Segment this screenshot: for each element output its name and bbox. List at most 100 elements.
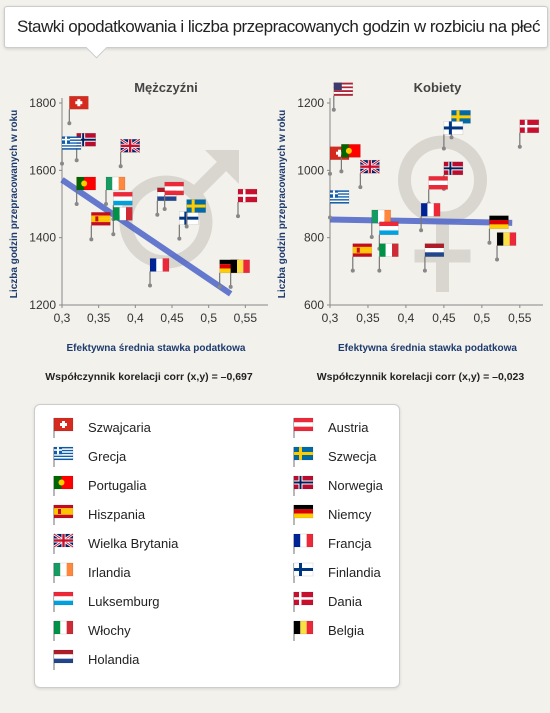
- x-tick-label: 0,5: [474, 311, 491, 325]
- legend-label: Luksemburg: [88, 593, 160, 609]
- chart-men: Mężczyźni 1200 1400 1600 1800 0,3 0,35 0,4 0,45 0…: [9, 80, 268, 383]
- trend-line: [60, 177, 233, 297]
- x-tick-label: 0,35: [356, 311, 380, 325]
- flag-marker-fr: [148, 258, 170, 288]
- flag-marker-dk: [236, 188, 258, 219]
- x-axis-label: Efektywna średnia stawka podatkowa: [338, 343, 517, 354]
- page-title: Stawki opodatkowania i liczba przepracow…: [17, 17, 540, 36]
- y-tick-label: 800: [304, 231, 324, 245]
- legend-label: Włochy: [88, 622, 131, 638]
- y-tick-label: 1800: [29, 96, 56, 110]
- flag-icon-be: [293, 620, 314, 641]
- title-callout: Stawki opodatkowania i liczba przepracow…: [4, 6, 548, 59]
- legend-label: Niemcy: [328, 506, 372, 522]
- legend-item-at: Austria: [291, 416, 368, 438]
- y-axis-label: Liczba godzin przepracowanych w roku: [9, 110, 20, 298]
- x-tick-label: 0,4: [127, 311, 144, 325]
- flag-marker-us: [331, 82, 354, 112]
- y-axis-label: Liczba godzin przepracowanych w roku: [277, 110, 288, 298]
- flag-marker-gb: [358, 159, 381, 190]
- flag-icon-gr: [53, 446, 74, 467]
- flag-icon-ch: [53, 417, 74, 438]
- flag-icon-lu: [53, 591, 74, 612]
- legend-label: Portugalia: [88, 477, 147, 493]
- legend-item-fi: Finlandia: [291, 561, 381, 583]
- legend-label: Irlandia: [88, 564, 131, 580]
- flag-marker-ch: [67, 95, 89, 126]
- panel-title: Kobiety: [414, 80, 462, 95]
- flag-marker-gr: [328, 190, 350, 220]
- flag-marker-fi: [441, 121, 464, 151]
- flag-marker-at: [162, 181, 184, 212]
- flag-marker-es: [350, 243, 373, 273]
- legend-item-pt: Portugalia: [51, 474, 147, 496]
- legend-item-fr: Francja: [291, 532, 371, 554]
- female-symbol-icon: [398, 135, 487, 292]
- flag-marker-gr: [60, 136, 82, 166]
- correlation-text: Współczynnik korelacji corr (x,y) = –0,0…: [317, 371, 525, 383]
- x-tick-label: 0,4: [398, 311, 415, 325]
- flag-legend: Szwajcaria Grecja Portugalia Hiszpania Wielk…: [34, 404, 400, 688]
- flag-icon-it: [53, 620, 74, 641]
- legend-label: Holandia: [88, 651, 140, 667]
- legend-label: Francja: [328, 535, 372, 551]
- flag-icon-de: [293, 504, 314, 525]
- flag-icon-dk: [293, 591, 314, 612]
- legend-label: Wielka Brytania: [88, 535, 179, 551]
- x-axis-label: Efektywna średnia stawka podatkowa: [67, 343, 246, 354]
- charts-area: Mężczyźni 1200 1400 1600 1800 0,3 0,35 0,4 0,45 0…: [9, 80, 543, 383]
- flag-marker-nl: [422, 243, 445, 273]
- panel-title: Mężczyźni: [134, 80, 198, 95]
- y-tick-label: 1200: [29, 298, 56, 312]
- y-tick-label: 1600: [29, 163, 56, 177]
- legend-label: Dania: [328, 593, 362, 609]
- flag-icon-es: [53, 504, 74, 525]
- flag-marker-at: [426, 176, 449, 206]
- chart-women: Kobiety 600 800 1000 1200 0,3 0,35 0,4 0,45 0,5 0,…: [277, 80, 543, 383]
- legend-item-it: Włochy: [51, 619, 131, 641]
- flag-icon-se: [293, 446, 314, 467]
- legend-item-gb: Wielka Brytania: [51, 532, 178, 554]
- legend-label: Szwecja: [328, 448, 377, 464]
- legend-label: Finlandia: [328, 564, 381, 580]
- legend-label: Szwajcaria: [88, 419, 151, 435]
- flag-marker-dk: [517, 119, 540, 149]
- flag-marker-pt: [74, 176, 96, 206]
- male-symbol-icon: [119, 150, 239, 269]
- flag-icon-at: [293, 417, 314, 438]
- flag-icon-gb: [53, 532, 74, 554]
- legend-label: Belgia: [328, 622, 365, 638]
- flag-marker-ie: [104, 176, 126, 206]
- legend-label: Hiszpania: [88, 506, 146, 522]
- flag-marker-de: [487, 215, 509, 245]
- legend-item-ie: Irlandia: [51, 561, 131, 583]
- flag-marker-be: [495, 232, 517, 262]
- legend-item-be: Belgia: [291, 619, 364, 641]
- legend-item-no: Norwegia: [291, 474, 383, 496]
- flag-icon-no: [293, 475, 314, 496]
- y-tick-label: 600: [304, 298, 324, 312]
- legend-item-lu: Luksemburg: [51, 590, 160, 612]
- flag-marker-no: [441, 161, 464, 191]
- x-tick-label: 0,45: [160, 311, 184, 325]
- flag-marker-gb: [118, 138, 141, 169]
- x-tick-label: 0,35: [87, 311, 111, 325]
- legend-item-ch: Szwajcaria: [51, 416, 151, 438]
- flag-icon-ie: [53, 562, 74, 583]
- y-tick-label: 1200: [297, 96, 324, 110]
- legend-item-dk: Dania: [291, 590, 362, 612]
- y-tick-label: 1400: [29, 231, 56, 245]
- flag-icon-pt: [53, 475, 74, 496]
- x-tick-label: 0,45: [432, 311, 456, 325]
- x-tick-label: 0,55: [234, 311, 258, 325]
- legend-item-es: Hiszpania: [51, 503, 145, 525]
- legend-item-de: Niemcy: [291, 503, 371, 525]
- flag-marker-be: [228, 259, 250, 289]
- flag-marker-fr: [419, 202, 441, 233]
- x-tick-label: 0,3: [54, 311, 71, 325]
- flag-icon-nl: [53, 649, 74, 670]
- x-tick-label: 0,5: [200, 311, 217, 325]
- legend-item-nl: Holandia: [51, 648, 139, 670]
- legend-label: Grecja: [88, 448, 127, 464]
- flag-marker-ie: [369, 209, 392, 239]
